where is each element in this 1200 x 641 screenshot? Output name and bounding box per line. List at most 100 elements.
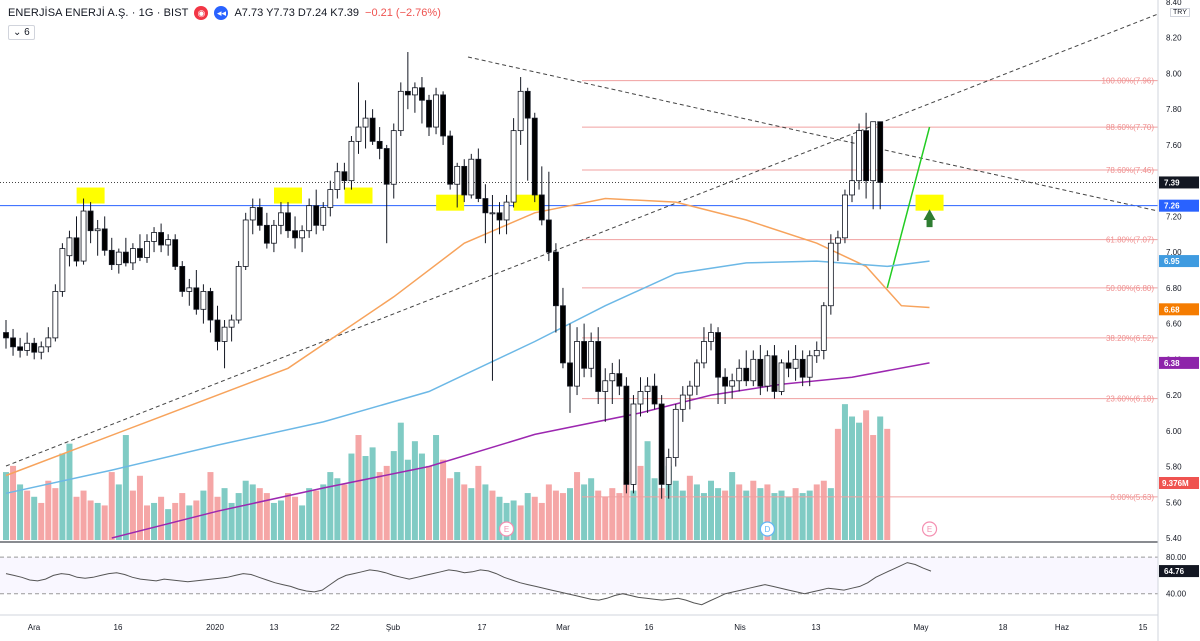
volume-bar (856, 422, 863, 540)
price-tick-label: 7.20 (1166, 212, 1182, 221)
volume-bar (390, 451, 397, 540)
candle-body (651, 385, 658, 405)
candle-body (686, 385, 693, 396)
candle-body (785, 362, 792, 369)
volume-bar (355, 435, 362, 540)
volume-bar (841, 404, 848, 540)
volume-bar (207, 472, 214, 540)
volume-bar (658, 488, 665, 540)
volume-bar (256, 488, 263, 540)
volume-bar (115, 484, 122, 540)
fib-label: 100.00%(7.96) (1102, 77, 1155, 86)
volume-bar (369, 447, 376, 540)
volume-bar (644, 441, 651, 540)
volume-bar (193, 500, 200, 540)
price-badge-text: 7.39 (1164, 178, 1180, 187)
volume-bar (693, 484, 700, 540)
volume-bar (411, 441, 418, 540)
fibonacci-levels: 100.00%(7.96) 88.60%(7.70) 78.60%(7.46) 61.… (582, 77, 1158, 502)
volume-bars (3, 404, 891, 540)
candle-body (461, 165, 468, 196)
volume-bar (884, 428, 891, 540)
time-tick-label: Nis (734, 623, 746, 632)
candle-body (609, 373, 616, 382)
candle-body (863, 130, 869, 182)
volume-bar (799, 493, 806, 540)
volume-bar (559, 493, 566, 540)
volume-bar (313, 490, 320, 540)
candle-body (574, 341, 580, 387)
price-badge (1159, 303, 1199, 316)
moving-average-line (111, 362, 930, 539)
volume-bar (813, 484, 820, 540)
volume-bar (877, 416, 884, 540)
candle-body (715, 332, 721, 378)
volume-bar (24, 490, 31, 540)
price-tick-label: 5.60 (1166, 498, 1182, 507)
candle-body (503, 201, 510, 221)
currency-badge: TRY (1170, 8, 1190, 17)
candle-body (778, 362, 785, 392)
candle-body (256, 207, 263, 226)
price-tick-label: 6.80 (1166, 284, 1182, 293)
fib-label: 38.20%(6.52) (1106, 334, 1154, 343)
candle-body (362, 117, 369, 128)
candle-body (672, 408, 679, 458)
volume-bar (715, 488, 722, 540)
volume-bar (165, 509, 172, 540)
volume-bar (581, 484, 588, 540)
candle-body (419, 87, 425, 101)
candle-body (186, 287, 193, 292)
volume-bar (383, 465, 390, 540)
volume-bar (637, 465, 644, 540)
volume-bar (482, 484, 489, 540)
candle-body (567, 362, 573, 387)
volume-bar (3, 472, 9, 540)
replay-icon[interactable]: ◂◂ (214, 6, 229, 20)
candlesticks (3, 52, 884, 499)
candle-body (87, 210, 94, 232)
volume-bar (122, 435, 129, 540)
volume-bar (545, 484, 552, 540)
volume-bar (151, 502, 158, 540)
volume-bar (277, 500, 284, 540)
price-tick-label: 7.80 (1166, 105, 1182, 114)
candle-body (694, 362, 700, 387)
rsi-badge (1159, 565, 1199, 578)
volume-bar (827, 488, 834, 540)
volume-bar (743, 490, 750, 540)
fib-label: 78.60%(7.46) (1106, 166, 1154, 175)
volume-bar (228, 502, 235, 540)
event-letter: E (927, 525, 932, 534)
candle-body (31, 342, 38, 353)
symbol-title[interactable]: ENERJİSA ENERJİ A.Ş. · 1G · BIST (8, 7, 189, 19)
candle-body (475, 158, 482, 199)
volume-bar (348, 453, 355, 540)
volume-bar (708, 480, 714, 540)
green-trendline (886, 126, 931, 289)
candle-body (383, 148, 390, 185)
volume-bar (397, 422, 404, 540)
volume-bar (108, 472, 115, 540)
candle-body (658, 403, 665, 485)
highlight-marker (344, 187, 373, 204)
falling-trendline (467, 56, 1159, 212)
event-marker (921, 521, 938, 537)
alert-icon[interactable]: ◉ (194, 6, 209, 20)
candle-body (129, 248, 136, 264)
volume-bar (186, 505, 193, 540)
volume-bar (834, 428, 841, 540)
volume-bar (552, 490, 559, 540)
volume-bar (806, 490, 813, 540)
candle-body (341, 171, 348, 182)
candle-body (447, 135, 454, 185)
volume-bar (101, 505, 108, 540)
candle-body (144, 241, 150, 258)
volume-bar (270, 502, 277, 540)
indicator-collapse-button[interactable]: ⌄ 6 (8, 25, 35, 40)
candle-body (270, 224, 277, 244)
volume-bar (341, 484, 348, 540)
volume-bar (327, 472, 334, 540)
